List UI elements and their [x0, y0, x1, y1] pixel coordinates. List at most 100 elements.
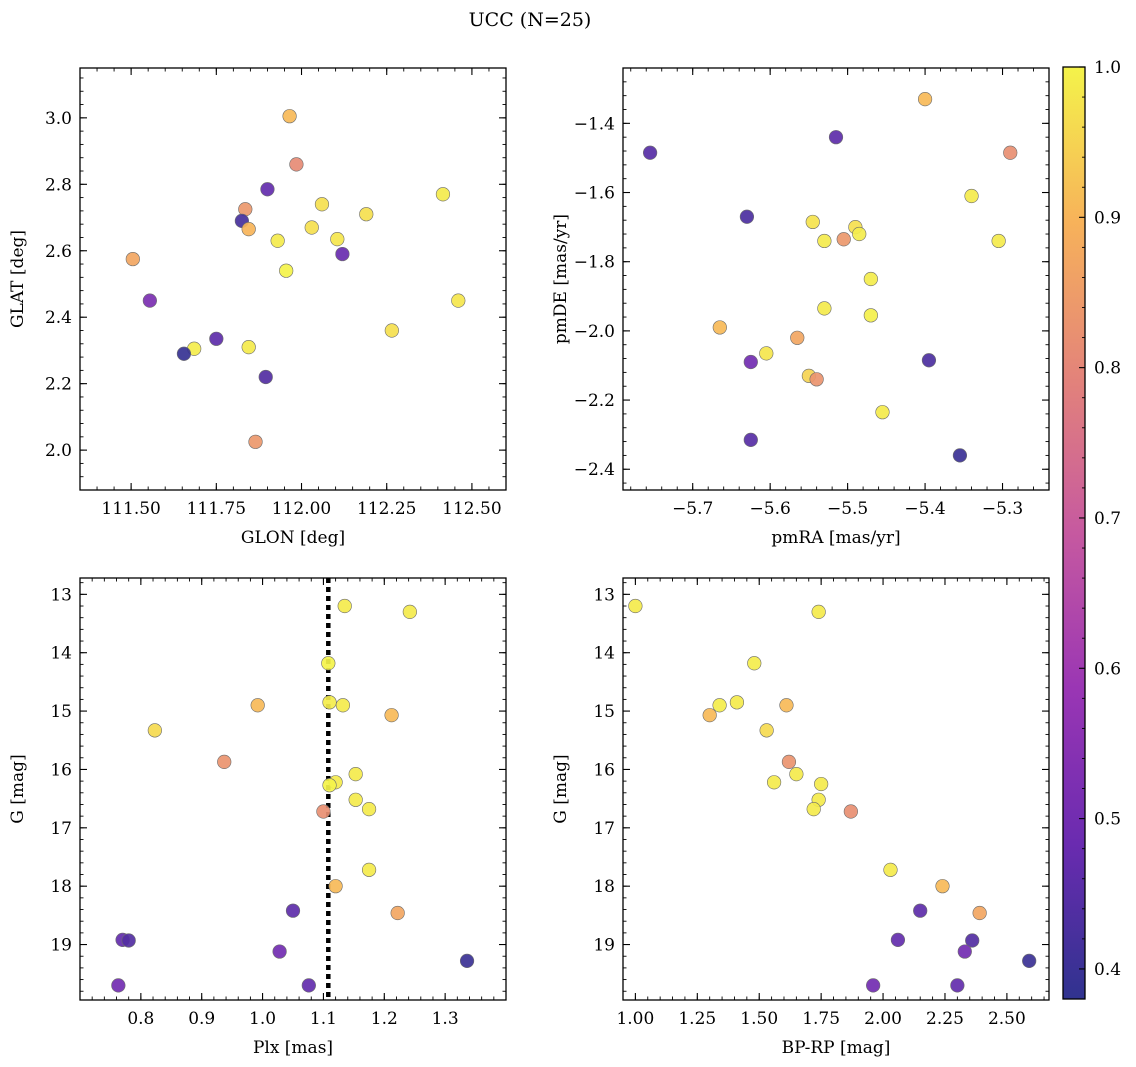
scatter-point: [176, 346, 192, 361]
x-tick-label: 1.75: [802, 1009, 840, 1029]
x-tick-label: 1.2: [371, 1009, 398, 1029]
x-tick-label: 1.00: [616, 1009, 654, 1029]
scatter-point: [142, 293, 157, 308]
scatter-point: [1003, 145, 1018, 160]
scatter-point: [863, 271, 878, 287]
colorbar-tick-label: 0.5: [1094, 810, 1121, 830]
y-tick-label: 14: [593, 644, 615, 664]
colorbar: 0.4 0.5 0.6 0.7 0.8 0.9 1.0: [1062, 58, 1121, 1000]
scatter-point: [729, 695, 745, 710]
x-tick-label: 2.00: [864, 1009, 902, 1029]
scatter-point: [304, 220, 319, 235]
scatter-point: [316, 804, 331, 819]
scatter-point: [836, 232, 851, 247]
x-tick-label: −5.6: [750, 499, 791, 519]
scatter-point: [643, 145, 658, 160]
scatter-point: [739, 209, 755, 224]
scatter-point: [814, 776, 829, 792]
y-tick-label: 2.6: [45, 242, 72, 262]
scatter-point: [952, 448, 968, 463]
scatter-point: [766, 775, 782, 790]
scatter-point: [111, 978, 126, 993]
colorbar-frame: [1062, 66, 1086, 1000]
scatter-point: [384, 323, 399, 338]
scatter-point: [852, 226, 867, 242]
scatter-point: [282, 109, 297, 124]
scatter-point: [817, 301, 832, 316]
colorbar-tick-label: 0.9: [1094, 208, 1121, 228]
y-axis-label: G [mag]: [551, 754, 571, 823]
y-tick-label: 17: [50, 819, 72, 839]
scatter-point: [712, 698, 727, 713]
scatter-point: [451, 293, 466, 308]
scatter-point: [1022, 953, 1037, 968]
y-tick-label: −1.8: [574, 253, 615, 273]
scatter-point: [279, 263, 294, 278]
scatter-point: [348, 767, 363, 782]
scatter-point: [743, 432, 758, 447]
scatter-point: [957, 944, 972, 959]
y-tick-label: 16: [593, 760, 615, 780]
y-axis-label: pmDE [mas/yr]: [551, 214, 571, 344]
x-axis-label: Plx [mas]: [253, 1038, 333, 1058]
scatter-point: [913, 903, 928, 918]
y-tick-label: −2.2: [574, 391, 615, 411]
scatter-point: [921, 353, 937, 368]
y-tick-label: 18: [593, 877, 615, 897]
y-tick-label: −1.4: [574, 114, 615, 134]
y-tick-label: −1.6: [574, 184, 615, 204]
panel-1: 111.50 111.75 112.00 112.25 112.50 2.0 2.2 2.4 2…: [8, 67, 507, 548]
x-tick-label: 0.9: [188, 1009, 215, 1029]
scatter-point: [817, 233, 832, 249]
colorbar-tick-label: 0.8: [1094, 359, 1121, 379]
y-tick-label: −2.0: [574, 322, 615, 342]
x-tick-label: 2.50: [988, 1009, 1026, 1029]
y-tick-label: −2.4: [574, 460, 615, 480]
x-tick-label: 1.0: [249, 1009, 276, 1029]
figure-title: UCC (N=25): [469, 9, 592, 31]
colorbar-gradient: [1063, 67, 1085, 999]
colorbar-tick-label: 0.4: [1094, 960, 1121, 980]
colorbar-tick-label: 0.7: [1094, 509, 1121, 529]
scatter-point: [972, 905, 987, 921]
scatter-point: [459, 953, 475, 968]
x-axis-label: pmRA [mas/yr]: [771, 528, 900, 548]
scatter-point: [272, 944, 287, 959]
scatter-point: [743, 354, 758, 370]
y-tick-label: 19: [50, 936, 72, 956]
y-tick-label: 3.0: [45, 109, 72, 129]
scatter-point: [321, 656, 336, 671]
y-tick-label: 17: [593, 819, 615, 839]
scatter-point: [384, 708, 399, 723]
scatter-point: [289, 157, 304, 172]
x-tick-label: 1.3: [432, 1009, 459, 1029]
y-tick-label: 2.8: [45, 175, 72, 195]
scatter-point: [781, 754, 797, 769]
scatter-point: [964, 188, 979, 204]
panel-2: −5.7 −5.6 −5.5 −5.4 −5.3 −2.4 −2.2 −2.0 −1.8 −1.6…: [551, 67, 1050, 548]
scatter-point: [828, 130, 844, 145]
scatter-point: [335, 246, 350, 262]
scatter-point: [779, 698, 794, 713]
y-tick-label: 13: [50, 585, 72, 605]
scatter-point: [125, 251, 140, 267]
scatter-point: [991, 233, 1006, 249]
scatter-point: [314, 197, 330, 212]
scatter-point: [759, 723, 774, 738]
scatter-point: [883, 862, 898, 877]
colorbar-tick-label: 0.6: [1094, 659, 1121, 679]
scatter-point: [270, 233, 285, 248]
x-tick-label: 111.75: [187, 499, 246, 519]
scatter-point: [390, 905, 405, 921]
scatter-point: [805, 214, 820, 230]
y-tick-label: 14: [50, 644, 72, 664]
scatter-point: [361, 802, 377, 817]
x-tick-label: 1.25: [678, 1009, 716, 1029]
scatter-point: [435, 187, 451, 202]
scatter-point: [285, 903, 301, 918]
scatter-point: [863, 308, 878, 323]
scatter-point: [806, 802, 821, 817]
x-tick-label: 1.1: [310, 1009, 337, 1029]
scatter-point: [335, 698, 351, 713]
